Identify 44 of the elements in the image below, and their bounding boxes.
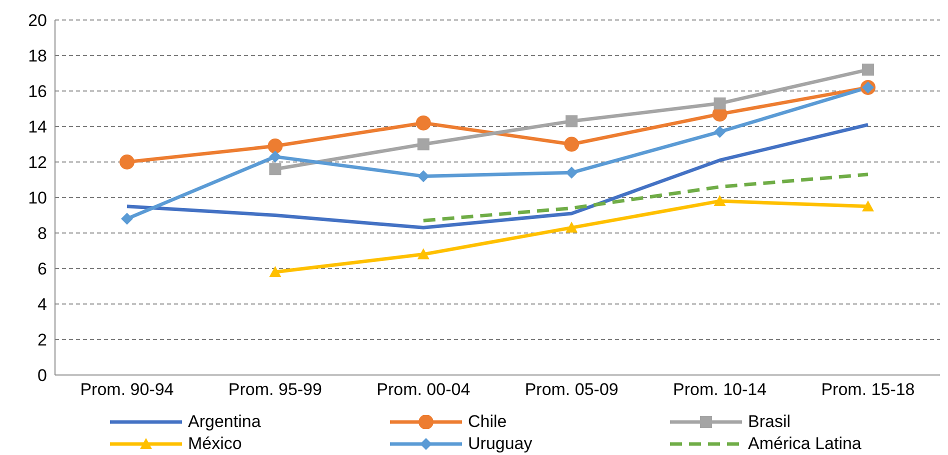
point xyxy=(862,64,874,76)
x-tick-label: Prom. 00-04 xyxy=(376,380,470,400)
y-tick-label: 6 xyxy=(38,260,47,279)
y-tick-label: 2 xyxy=(38,330,47,350)
point xyxy=(416,115,431,130)
x-tick-label: Prom. 15-18 xyxy=(821,380,915,400)
y-tick-label: 12 xyxy=(28,153,47,172)
x-tick-label: Prom. 10-14 xyxy=(673,380,767,400)
point xyxy=(714,97,726,110)
point xyxy=(268,138,283,154)
point xyxy=(566,115,578,128)
point xyxy=(269,150,282,163)
line-series xyxy=(422,172,870,222)
x-tick-label: Prom. 90-94 xyxy=(80,380,174,400)
point xyxy=(120,154,134,170)
y-tick-label: 14 xyxy=(28,118,47,137)
y-tick-label: 0 xyxy=(38,366,47,386)
legend-label: Brasil xyxy=(748,412,791,432)
y-tick-label: 10 xyxy=(28,188,47,208)
legend-label: América Latina xyxy=(748,434,862,454)
y-tick-label: 18 xyxy=(28,46,47,66)
line-series xyxy=(125,122,870,230)
point xyxy=(566,166,578,179)
point xyxy=(714,195,726,206)
legend-label: Argentina xyxy=(188,412,261,432)
x-tick-label: Prom. 05-09 xyxy=(524,380,618,400)
point xyxy=(121,212,133,225)
y-tick-label: 16 xyxy=(28,82,47,102)
legend-label: Chile xyxy=(468,412,507,432)
point xyxy=(862,200,874,212)
point xyxy=(564,136,580,152)
legend-label: Uruguay xyxy=(468,434,532,454)
point xyxy=(566,222,578,233)
point xyxy=(417,170,430,182)
y-tick-label: 20 xyxy=(28,11,47,30)
point xyxy=(714,126,726,138)
point xyxy=(269,163,282,176)
y-tick-label: 8 xyxy=(38,224,47,244)
y-tick-label: 4 xyxy=(38,295,47,314)
point xyxy=(417,248,430,260)
x-tick-label: Prom. 95-99 xyxy=(228,380,322,400)
point xyxy=(417,138,430,150)
legend-label: México xyxy=(188,434,242,454)
point xyxy=(269,266,282,278)
